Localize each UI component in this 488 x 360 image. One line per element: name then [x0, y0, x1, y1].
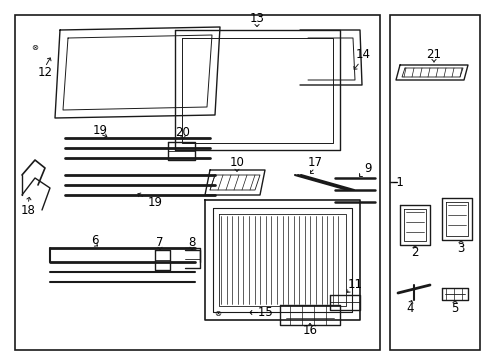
Text: 14: 14 — [355, 49, 370, 62]
Text: 20: 20 — [175, 126, 190, 139]
Text: 3: 3 — [456, 242, 464, 255]
Text: 19: 19 — [92, 123, 107, 136]
Text: 6: 6 — [91, 234, 99, 247]
Text: 17: 17 — [307, 157, 322, 170]
Text: -1: -1 — [391, 175, 403, 189]
Text: 11: 11 — [347, 279, 362, 292]
Text: 5: 5 — [450, 302, 458, 315]
Text: 13: 13 — [249, 12, 264, 24]
Text: 9: 9 — [364, 162, 371, 175]
Text: 2: 2 — [410, 247, 418, 260]
Bar — [389, 15, 479, 350]
Text: 16: 16 — [302, 324, 317, 337]
Text: ⊗: ⊗ — [214, 309, 221, 318]
Text: 4: 4 — [406, 302, 413, 315]
Text: 19: 19 — [147, 195, 162, 208]
Text: 7: 7 — [156, 235, 163, 248]
Text: ←15: ←15 — [247, 306, 272, 320]
Text: 12: 12 — [38, 67, 52, 80]
Text: 21: 21 — [426, 49, 441, 62]
Text: ⊗: ⊗ — [31, 44, 39, 53]
Text: 8: 8 — [188, 237, 195, 249]
Text: 18: 18 — [20, 203, 35, 216]
Text: 10: 10 — [229, 156, 244, 168]
Bar — [15, 15, 379, 350]
